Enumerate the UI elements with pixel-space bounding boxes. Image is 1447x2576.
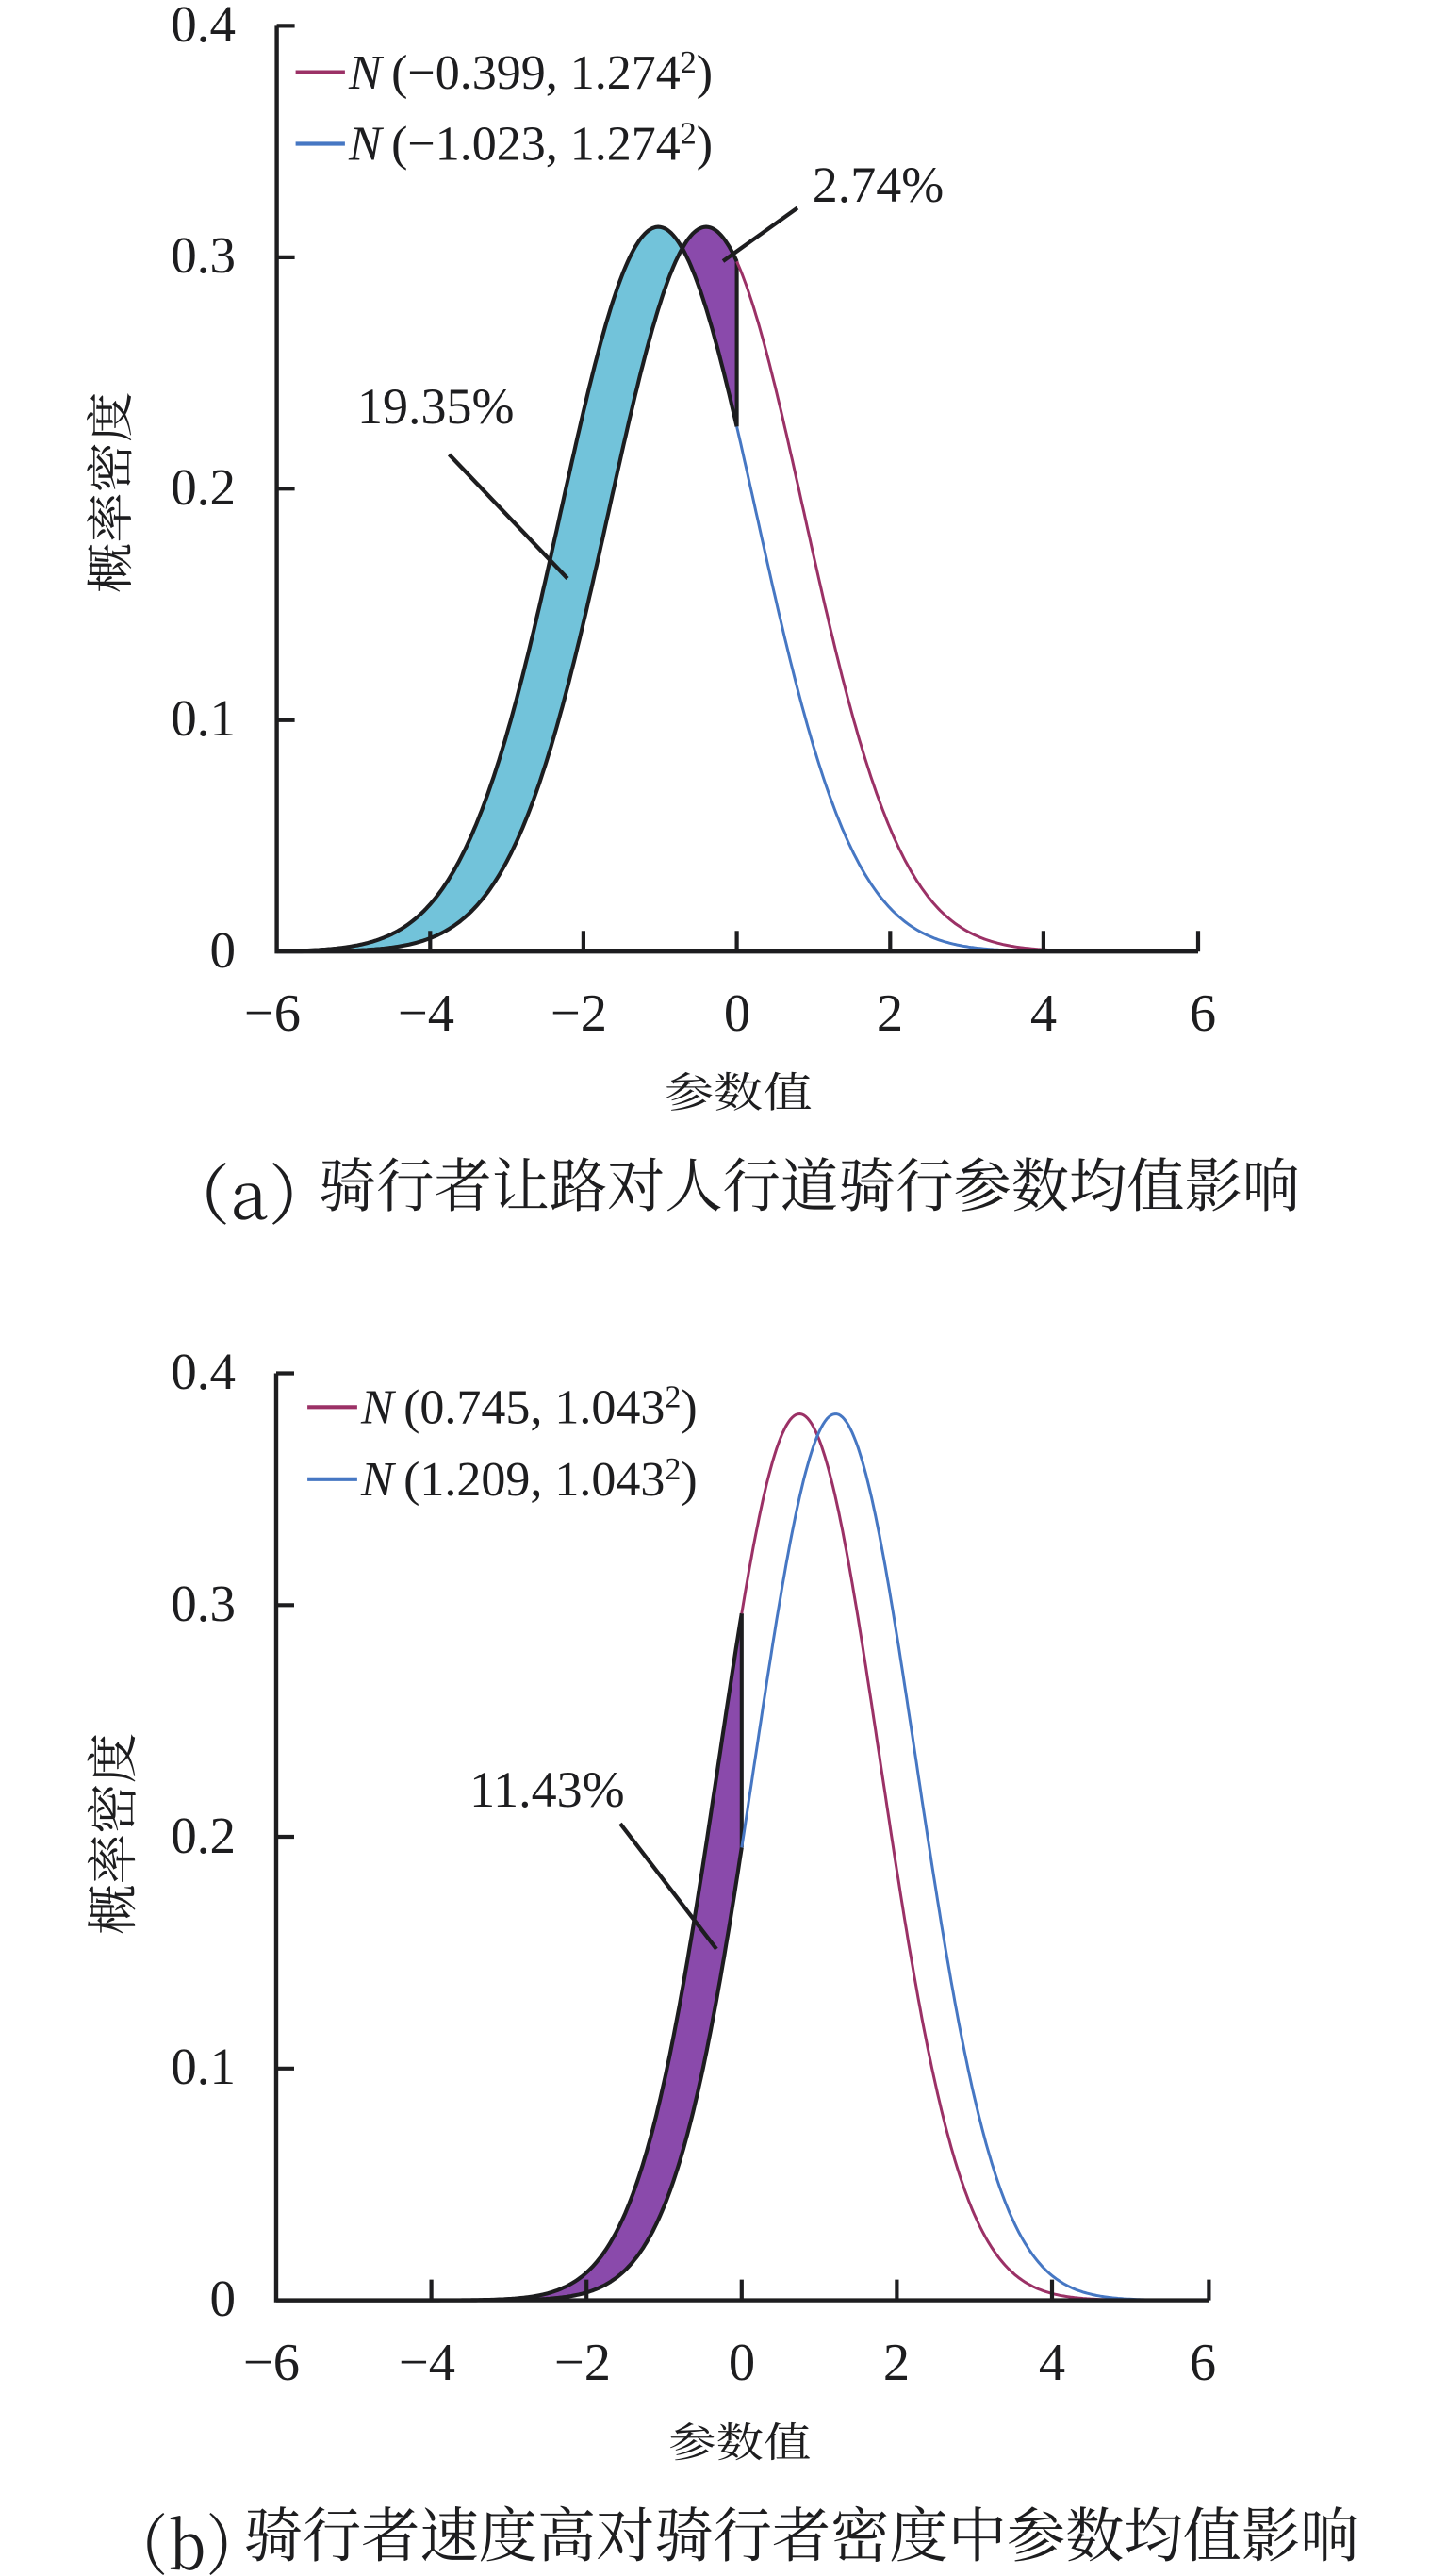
svg-text:0.3: 0.3 — [171, 226, 236, 284]
svg-text:N (1.209, 1.0432): N (1.209, 1.0432) — [360, 1452, 698, 1507]
svg-text:6: 6 — [1190, 984, 1216, 1043]
svg-text:11.43%: 11.43% — [469, 1761, 624, 1818]
svg-text:0.4: 0.4 — [171, 0, 236, 53]
svg-text:−2: −2 — [554, 2334, 611, 2392]
svg-text:0.4: 0.4 — [171, 1343, 236, 1400]
svg-text:N (0.745, 1.0432): N (0.745, 1.0432) — [360, 1380, 698, 1435]
svg-text:0.3: 0.3 — [171, 1575, 236, 1632]
svg-text:0: 0 — [729, 2334, 755, 2392]
svg-text:N (−1.023, 1.2742): N (−1.023, 1.2742) — [348, 117, 713, 172]
svg-text:4: 4 — [1039, 2334, 1065, 2392]
svg-text:0: 0 — [724, 984, 750, 1043]
svg-text:4: 4 — [1030, 984, 1057, 1043]
svg-text:2.74%: 2.74% — [813, 157, 944, 213]
svg-text:−2: −2 — [551, 984, 607, 1043]
svg-text:−4: −4 — [399, 2334, 455, 2392]
svg-text:−6: −6 — [243, 2334, 300, 2392]
svg-text:6: 6 — [1190, 2334, 1216, 2392]
svg-text:−6: −6 — [244, 984, 301, 1043]
svg-text:2: 2 — [883, 2334, 910, 2392]
svg-text:0: 0 — [210, 2270, 237, 2327]
svg-text:0.2: 0.2 — [171, 458, 236, 516]
svg-text:N (−0.399, 1.2742): N (−0.399, 1.2742) — [348, 45, 713, 100]
svg-text:0: 0 — [210, 921, 237, 979]
svg-text:−4: −4 — [398, 984, 454, 1043]
svg-text:0.2: 0.2 — [171, 1807, 236, 1864]
svg-text:0.1: 0.1 — [171, 689, 236, 747]
svg-text:19.35%: 19.35% — [357, 378, 514, 435]
svg-text:0.1: 0.1 — [171, 2038, 236, 2095]
svg-text:2: 2 — [877, 984, 903, 1043]
